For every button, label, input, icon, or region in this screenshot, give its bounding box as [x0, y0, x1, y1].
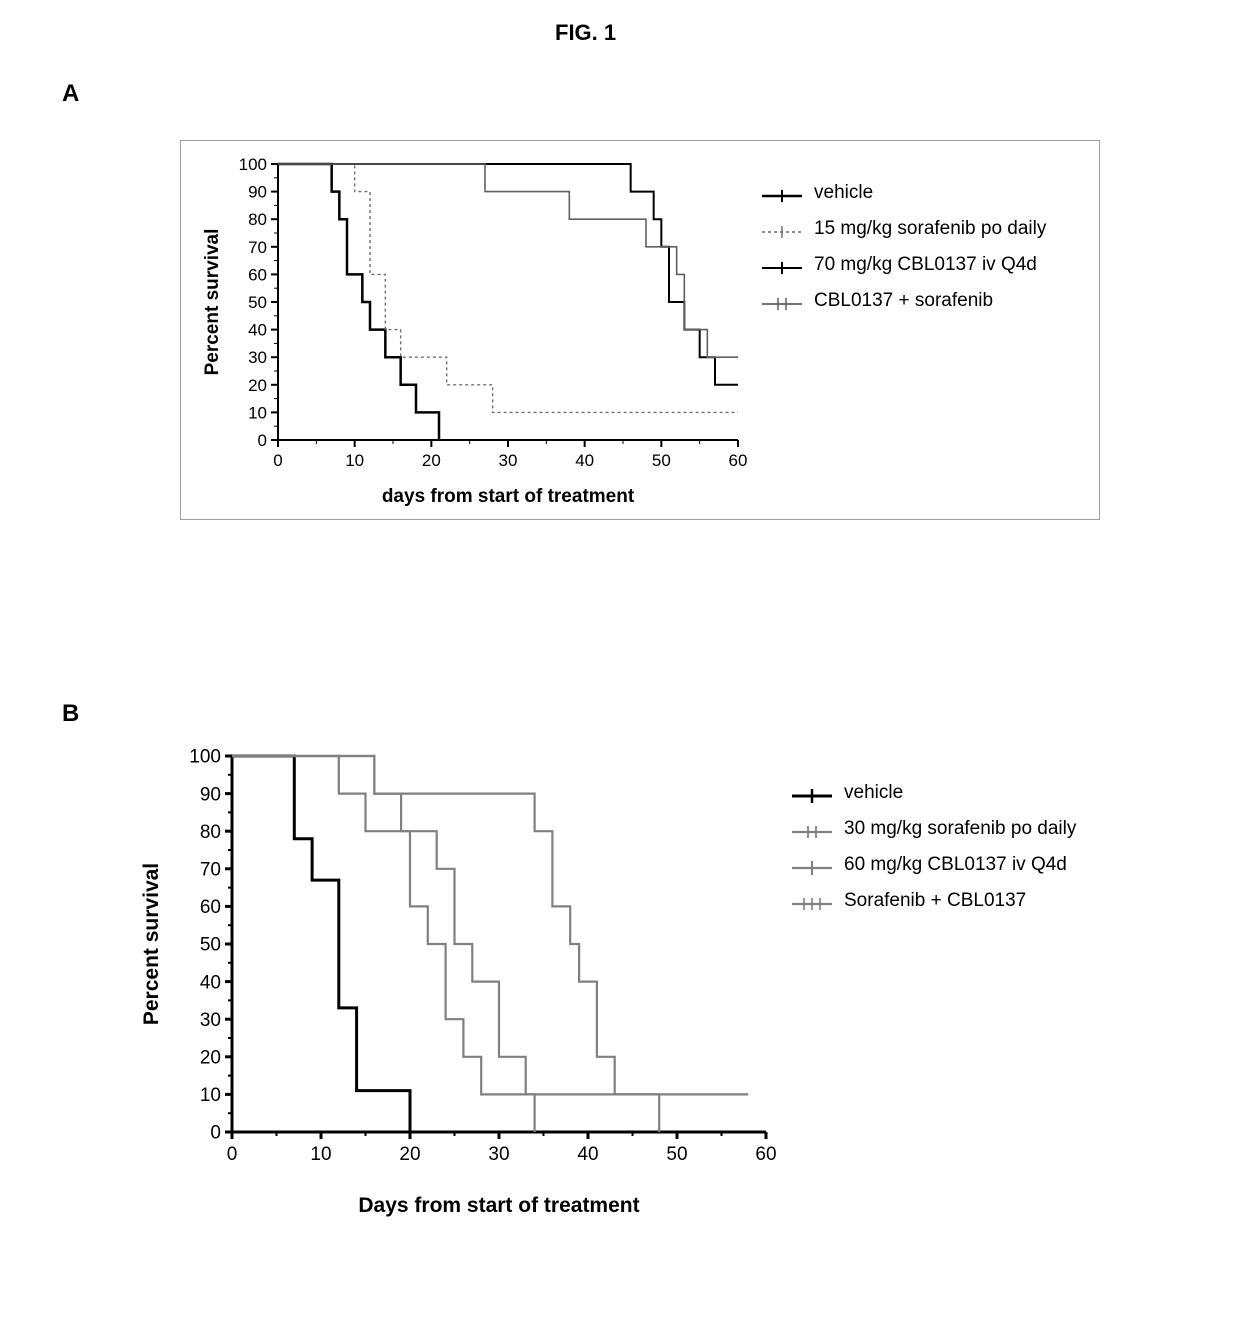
panel-b-label: B — [62, 700, 79, 728]
legend-swatch — [790, 855, 834, 875]
legend-item: vehicle — [790, 775, 1076, 811]
svg-text:30: 30 — [488, 1144, 509, 1165]
svg-text:days from start of treatment: days from start of treatment — [382, 486, 635, 507]
legend-swatch — [790, 783, 834, 803]
legend-label: CBL0137 + sorafenib — [814, 283, 993, 319]
svg-text:70: 70 — [248, 238, 267, 257]
legend-label: 70 mg/kg CBL0137 iv Q4d — [814, 247, 1037, 283]
svg-text:80: 80 — [248, 210, 267, 229]
svg-text:70: 70 — [200, 859, 221, 880]
svg-text:60: 60 — [248, 265, 267, 284]
svg-text:10: 10 — [200, 1085, 221, 1106]
legend-swatch — [790, 891, 834, 911]
svg-text:20: 20 — [422, 451, 441, 470]
legend-swatch — [760, 219, 804, 239]
svg-text:0: 0 — [210, 1123, 221, 1144]
panel-b-chart: 0 10 20 30 40 50 60 70 80 90 100 0 10 20 30 40 50 60 Days … — [140, 740, 780, 1225]
panel-a-label: A — [62, 80, 79, 108]
svg-text:100: 100 — [239, 155, 267, 174]
svg-text:30: 30 — [248, 348, 267, 367]
svg-text:Days from start of treatment: Days from start of treatment — [358, 1194, 639, 1217]
svg-text:20: 20 — [248, 376, 267, 395]
svg-text:0: 0 — [258, 431, 267, 450]
legend-label: 60 mg/kg CBL0137 iv Q4d — [844, 847, 1067, 883]
legend-item: 70 mg/kg CBL0137 iv Q4d — [760, 247, 1046, 283]
legend-label: Sorafenib + CBL0137 — [844, 883, 1026, 919]
legend-swatch — [760, 255, 804, 275]
legend-label: 15 mg/kg sorafenib po daily — [814, 211, 1046, 247]
legend-item: 15 mg/kg sorafenib po daily — [760, 211, 1046, 247]
svg-text:100: 100 — [189, 747, 221, 768]
panel-a-legend: vehicle 15 mg/kg sorafenib po daily 70 m… — [760, 175, 1046, 319]
svg-text:40: 40 — [577, 1144, 598, 1165]
legend-item: 30 mg/kg sorafenib po daily — [790, 811, 1076, 847]
svg-text:10: 10 — [248, 403, 267, 422]
legend-swatch — [760, 291, 804, 311]
svg-text:Percent survival: Percent survival — [140, 863, 163, 1025]
legend-swatch — [790, 819, 834, 839]
svg-text:40: 40 — [575, 451, 594, 470]
svg-text:10: 10 — [345, 451, 364, 470]
svg-text:60: 60 — [729, 451, 748, 470]
svg-text:40: 40 — [248, 321, 267, 340]
legend-item: vehicle — [760, 175, 1046, 211]
svg-text:0: 0 — [273, 451, 282, 470]
svg-text:30: 30 — [200, 1010, 221, 1031]
panel-a-chart: 0 10 20 30 40 50 60 70 80 90 100 0 10 20 30 40 50 60 days … — [200, 150, 750, 515]
svg-text:80: 80 — [200, 822, 221, 843]
svg-text:30: 30 — [499, 451, 518, 470]
svg-text:50: 50 — [248, 293, 267, 312]
svg-text:50: 50 — [666, 1144, 687, 1165]
svg-text:20: 20 — [399, 1144, 420, 1165]
svg-text:10: 10 — [310, 1144, 331, 1165]
svg-text:60: 60 — [755, 1144, 776, 1165]
svg-text:50: 50 — [200, 935, 221, 956]
legend-label: vehicle — [844, 775, 903, 811]
legend-label: 30 mg/kg sorafenib po daily — [844, 811, 1076, 847]
svg-text:20: 20 — [200, 1047, 221, 1068]
panel-b-legend: vehicle 30 mg/kg sorafenib po daily 60 m… — [790, 775, 1076, 919]
svg-text:Percent survival: Percent survival — [202, 229, 223, 376]
legend-label: vehicle — [814, 175, 873, 211]
legend-item: 60 mg/kg CBL0137 iv Q4d — [790, 847, 1076, 883]
svg-text:0: 0 — [227, 1144, 238, 1165]
legend-item: CBL0137 + sorafenib — [760, 283, 1046, 319]
svg-text:90: 90 — [200, 784, 221, 805]
svg-text:50: 50 — [652, 451, 671, 470]
svg-text:60: 60 — [200, 897, 221, 918]
svg-text:90: 90 — [248, 183, 267, 202]
legend-item: Sorafenib + CBL0137 — [790, 883, 1076, 919]
figure-title: FIG. 1 — [555, 20, 616, 46]
svg-text:40: 40 — [200, 972, 221, 993]
legend-swatch — [760, 183, 804, 203]
